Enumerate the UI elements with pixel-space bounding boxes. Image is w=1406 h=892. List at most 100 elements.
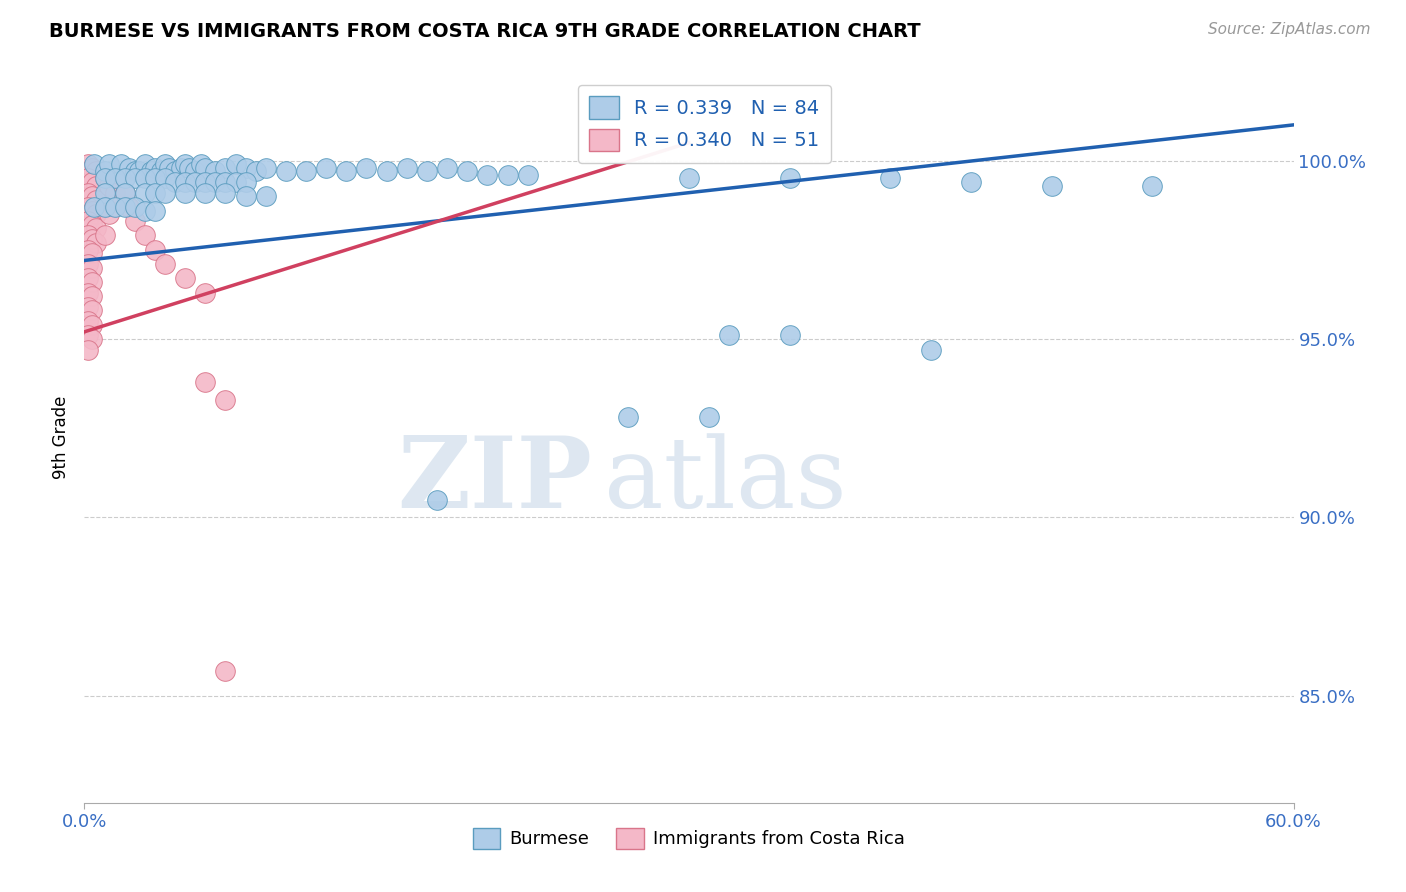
Point [114, 171, 136, 186]
Point [395, 161, 418, 175]
Point [194, 375, 217, 389]
Point [77, 343, 100, 357]
Point [194, 186, 217, 200]
Point [214, 161, 236, 175]
Point [204, 164, 226, 178]
Point [97, 157, 120, 171]
Point [190, 157, 212, 171]
Point [128, 164, 150, 178]
Point [184, 164, 207, 178]
Point [83, 157, 105, 171]
Point [516, 168, 538, 182]
Point [93, 186, 115, 200]
Text: ZIP: ZIP [398, 433, 592, 530]
Point [86, 235, 108, 250]
Legend: Burmese, Immigrants from Costa Rica: Burmese, Immigrants from Costa Rica [467, 821, 911, 856]
Point [174, 157, 197, 171]
Point [77, 257, 100, 271]
Point [295, 164, 318, 178]
Point [86, 207, 108, 221]
Point [82, 275, 104, 289]
Point [165, 164, 187, 178]
Point [82, 232, 104, 246]
Point [124, 214, 146, 228]
Point [86, 193, 108, 207]
Point [82, 332, 104, 346]
Point [174, 186, 197, 200]
Point [214, 664, 236, 678]
Point [77, 157, 100, 171]
Y-axis label: 9th Grade: 9th Grade [52, 395, 70, 479]
Point [204, 175, 226, 189]
Point [225, 157, 247, 171]
Point [879, 171, 901, 186]
Point [496, 168, 519, 182]
Point [143, 186, 166, 200]
Point [134, 157, 156, 171]
Point [110, 157, 132, 171]
Point [194, 285, 217, 300]
Point [77, 314, 100, 328]
Point [77, 200, 100, 214]
Point [960, 175, 983, 189]
Point [143, 243, 166, 257]
Point [134, 171, 156, 186]
Point [77, 171, 100, 186]
Point [149, 164, 172, 178]
Point [134, 203, 156, 218]
Point [174, 271, 197, 285]
Point [82, 203, 104, 218]
Point [143, 161, 166, 175]
Point [93, 171, 115, 186]
Point [77, 243, 100, 257]
Point [82, 289, 104, 303]
Point [235, 175, 257, 189]
Point [82, 189, 104, 203]
Point [235, 189, 257, 203]
Point [93, 200, 115, 214]
Text: BURMESE VS IMMIGRANTS FROM COSTA RICA 9TH GRADE CORRELATION CHART: BURMESE VS IMMIGRANTS FROM COSTA RICA 9T… [49, 22, 921, 41]
Point [104, 186, 127, 200]
Point [170, 161, 193, 175]
Point [254, 161, 277, 175]
Point [82, 175, 104, 189]
Point [114, 186, 136, 200]
Point [153, 257, 176, 271]
Point [235, 161, 257, 175]
Point [77, 228, 100, 243]
Point [82, 318, 104, 332]
Point [134, 186, 156, 200]
Point [678, 171, 700, 186]
Point [194, 175, 217, 189]
Point [82, 161, 104, 175]
Point [83, 200, 105, 214]
Point [174, 175, 197, 189]
Point [456, 164, 478, 178]
Point [104, 200, 127, 214]
Point [165, 175, 187, 189]
Point [77, 300, 100, 314]
Point [779, 328, 801, 343]
Point [82, 303, 104, 318]
Point [77, 285, 100, 300]
Point [77, 214, 100, 228]
Point [97, 207, 120, 221]
Point [77, 186, 100, 200]
Point [356, 161, 378, 175]
Point [245, 164, 267, 178]
Point [97, 178, 120, 193]
Point [104, 171, 127, 186]
Point [157, 161, 180, 175]
Point [375, 164, 398, 178]
Point [274, 164, 297, 178]
Point [214, 175, 236, 189]
Point [82, 218, 104, 232]
Point [179, 161, 201, 175]
Point [214, 186, 236, 200]
Point [124, 200, 146, 214]
Point [426, 492, 449, 507]
Point [225, 175, 247, 189]
Point [77, 271, 100, 285]
Point [86, 164, 108, 178]
Point [114, 186, 136, 200]
